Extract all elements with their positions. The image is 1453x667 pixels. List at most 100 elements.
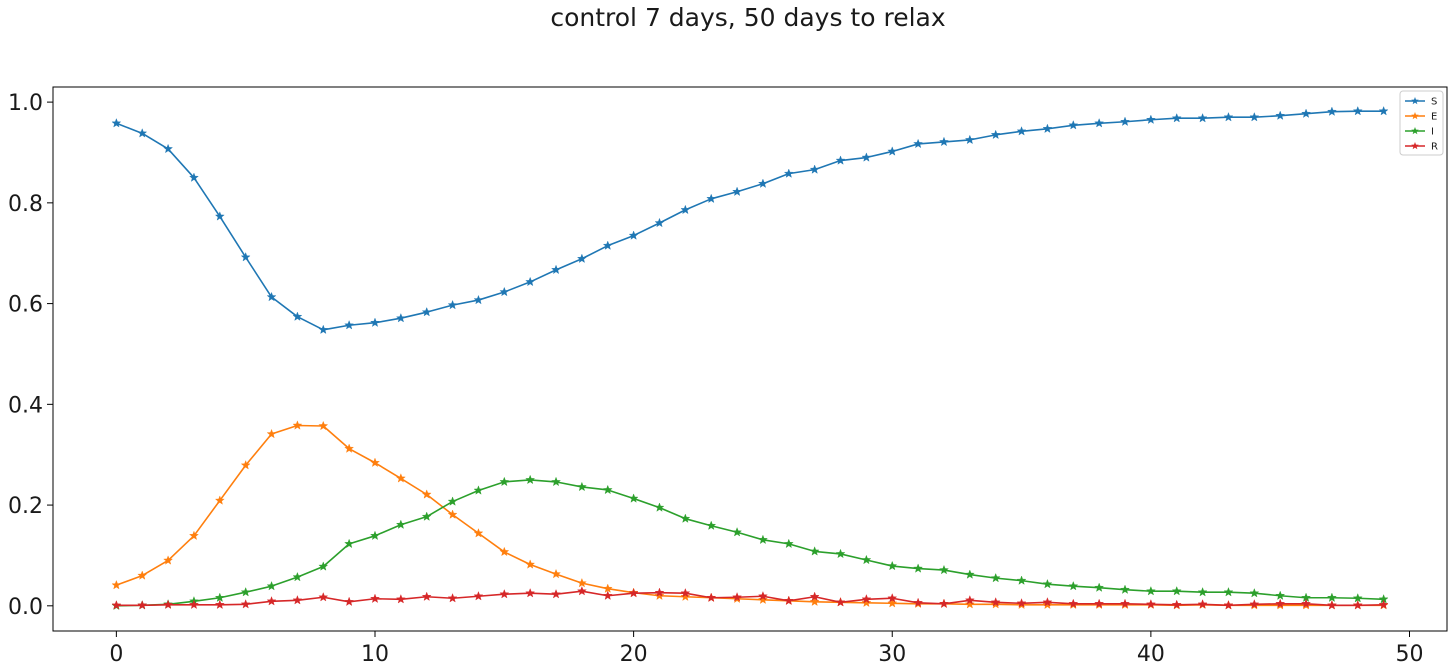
point-i	[887, 560, 898, 571]
point-s	[525, 276, 536, 287]
series-line-i	[116, 479, 1384, 607]
legend-marker-r	[1411, 142, 1419, 150]
legend-item-r: R	[1405, 142, 1438, 153]
point-s	[421, 306, 432, 317]
point-r	[1171, 599, 1182, 609]
series-i	[111, 474, 1389, 611]
point-s	[163, 143, 174, 154]
point-e	[525, 559, 536, 569]
point-r	[214, 599, 225, 609]
point-r	[1223, 600, 1234, 610]
point-s	[318, 324, 329, 334]
point-i	[1223, 587, 1234, 597]
point-r	[990, 597, 1001, 607]
point-r	[111, 600, 122, 610]
point-r	[809, 591, 820, 601]
point-e	[318, 420, 329, 431]
point-i	[473, 485, 484, 495]
point-s	[137, 128, 148, 138]
point-e	[344, 443, 355, 453]
point-s	[706, 193, 717, 204]
point-i	[990, 572, 1001, 583]
point-s	[1249, 112, 1260, 122]
point-s	[964, 134, 975, 145]
point-i	[1042, 578, 1053, 589]
point-s	[1042, 123, 1053, 133]
point-r	[525, 588, 536, 598]
point-e	[292, 420, 303, 430]
point-i	[240, 587, 251, 597]
point-r	[163, 599, 174, 609]
point-i	[628, 493, 639, 503]
point-r	[318, 592, 329, 602]
y-tick-label: 1.0	[8, 91, 43, 116]
series-line-e	[116, 424, 1384, 607]
point-s	[835, 155, 846, 165]
legend-marker-s	[1411, 97, 1419, 105]
point-r	[783, 595, 794, 605]
point-r	[499, 589, 510, 599]
point-r	[1301, 598, 1311, 608]
x-tick-label: 50	[1395, 642, 1423, 667]
point-r	[576, 586, 587, 596]
point-r	[137, 600, 148, 610]
series-line-r	[116, 590, 1384, 607]
y-tick-label: 0.6	[8, 293, 43, 318]
point-i	[344, 538, 355, 549]
legend-item-e: E	[1405, 112, 1437, 123]
point-r	[602, 590, 613, 600]
point-s	[499, 286, 510, 297]
point-s	[732, 186, 742, 196]
point-e	[654, 590, 665, 600]
point-s	[1301, 108, 1311, 118]
point-i	[861, 554, 872, 565]
point-i	[1120, 584, 1130, 594]
point-s	[758, 178, 768, 188]
point-i	[654, 502, 665, 512]
point-r	[1068, 598, 1079, 608]
point-s	[447, 299, 458, 310]
point-s	[628, 230, 639, 240]
point-s	[266, 291, 277, 302]
point-s	[111, 118, 122, 128]
y-tick-label: 0.2	[8, 494, 43, 519]
point-r	[732, 592, 742, 602]
point-e	[163, 555, 174, 565]
series-e	[111, 420, 1389, 610]
point-i	[551, 476, 561, 487]
point-s	[1223, 112, 1234, 122]
point-e	[551, 568, 561, 579]
point-r	[887, 593, 898, 603]
point-s	[370, 317, 380, 327]
point-s	[240, 252, 251, 262]
point-e	[421, 489, 432, 499]
point-i	[1145, 586, 1156, 596]
point-i	[1326, 592, 1337, 602]
point-r	[654, 587, 665, 597]
point-s	[1352, 106, 1363, 116]
point-s	[1094, 118, 1105, 128]
point-s	[214, 211, 225, 221]
point-e	[111, 579, 122, 590]
legend-label-e: E	[1431, 112, 1437, 123]
point-r	[344, 596, 355, 606]
point-s	[1197, 113, 1208, 123]
point-i	[680, 513, 691, 523]
point-r	[1326, 600, 1337, 610]
point-e	[137, 570, 148, 580]
point-i	[447, 496, 458, 506]
point-r	[447, 593, 458, 603]
point-r	[1016, 598, 1027, 608]
legend-label-i: I	[1431, 127, 1434, 138]
y-axis: 0.0 0.2 0.4 0.6 0.8 1.0	[8, 91, 53, 620]
point-i	[370, 530, 380, 540]
y-tick-label: 0.8	[8, 192, 43, 217]
point-i	[266, 581, 277, 591]
point-s	[887, 146, 898, 156]
point-i	[809, 546, 820, 556]
point-s	[1171, 113, 1182, 123]
point-r	[189, 599, 199, 609]
point-s	[1275, 110, 1286, 120]
legend-item-s: S	[1405, 97, 1437, 108]
point-i	[758, 534, 768, 545]
